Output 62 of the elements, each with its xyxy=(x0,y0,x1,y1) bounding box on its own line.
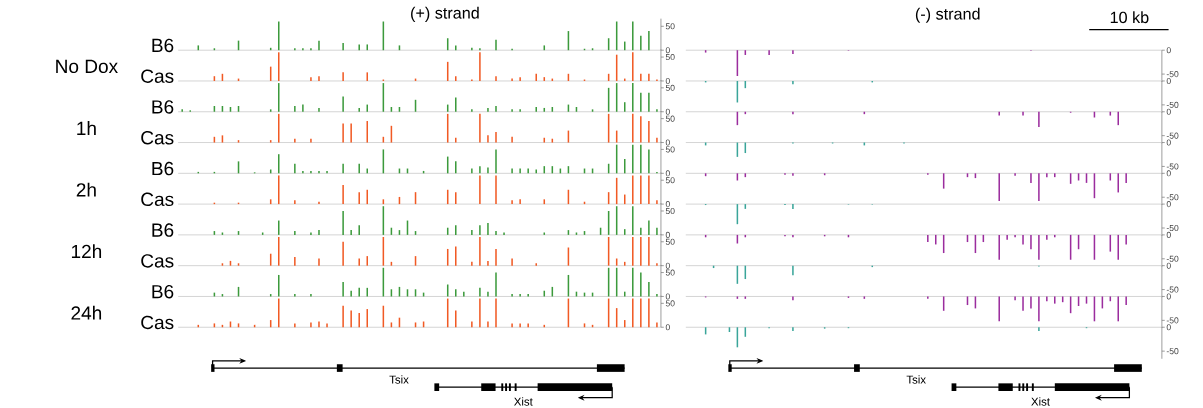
text: 1h xyxy=(77,121,96,135)
y-tick-label: -50 xyxy=(1166,286,1179,293)
y-tick-label: 50 xyxy=(665,146,675,153)
y-axis-title: Cas xyxy=(141,315,174,330)
y-tick-label: 50 xyxy=(665,84,675,91)
y-axis-title: B6 xyxy=(152,38,174,53)
y-axis-title: Cas xyxy=(141,69,174,83)
y-axis-title: B6 xyxy=(152,223,174,237)
y-tick-label: 0 xyxy=(1166,231,1171,238)
text: 12h xyxy=(71,244,102,258)
text: 10 kb xyxy=(1110,11,1149,24)
y-tick-label: 50 xyxy=(665,23,675,30)
text: Xist xyxy=(514,397,533,406)
y-tick-label: 50 xyxy=(665,207,675,214)
y-tick-label: -50 xyxy=(1166,348,1179,355)
y-tick-label: 0 xyxy=(1166,108,1171,115)
y-tick-label: 0 xyxy=(1166,200,1171,208)
y-tick-label: 0 xyxy=(1166,47,1171,54)
y-tick-label: 0 xyxy=(665,293,670,300)
y-axis-title: Cas xyxy=(141,254,174,268)
y-tick-label: 50 xyxy=(665,177,675,184)
y-tick-label: 0 xyxy=(1166,170,1171,177)
y-axis-title: B6 xyxy=(152,161,174,176)
y-axis-title: Cas xyxy=(141,130,174,145)
chart-title: (+) strand xyxy=(411,6,479,22)
y-tick-label: 50 xyxy=(665,115,675,122)
y-tick-label: 0 xyxy=(1166,262,1171,269)
text: Xist xyxy=(1031,397,1050,406)
y-tick-label: 0 xyxy=(1166,293,1171,300)
text: 24h xyxy=(71,305,102,320)
y-tick-label: -50 xyxy=(1166,70,1179,78)
y-tick-label: 0 xyxy=(665,47,670,54)
y-tick-label: -50 xyxy=(1166,224,1179,231)
text: Tsix xyxy=(906,375,926,384)
y-tick-label: 0 xyxy=(665,170,670,177)
y-tick-label: 0 xyxy=(665,200,670,208)
y-tick-label: 0 xyxy=(665,262,670,269)
y-tick-label: 0 xyxy=(665,231,670,238)
y-tick-label: -50 xyxy=(1166,163,1179,170)
y-axis-title: B6 xyxy=(152,284,174,299)
y-tick-label: 0 xyxy=(665,324,670,331)
y-tick-label: 50 xyxy=(665,269,675,276)
y-tick-label: 0 xyxy=(1166,77,1171,84)
y-tick-label: -50 xyxy=(1166,317,1179,324)
text: Tsix xyxy=(389,375,409,384)
y-tick-label: 0 xyxy=(1166,324,1171,331)
y-tick-label: 50 xyxy=(665,53,675,61)
y-tick-label: 0 xyxy=(665,139,670,146)
y-tick-label: -50 xyxy=(1166,101,1179,108)
y-tick-label: 50 xyxy=(665,238,675,245)
y-axis-title: Cas xyxy=(141,192,174,206)
y-tick-label: 0 xyxy=(665,108,670,115)
text: No Dox xyxy=(56,59,118,73)
y-tick-label: -50 xyxy=(1166,255,1179,262)
text: 2h xyxy=(76,182,96,197)
chart-title: (-) strand xyxy=(915,7,980,23)
y-axis-title: B6 xyxy=(152,100,174,114)
y-tick-label: -50 xyxy=(1166,132,1179,139)
y-tick-label: 0 xyxy=(1166,139,1171,146)
y-tick-label: -50 xyxy=(1166,194,1179,201)
y-tick-label: 50 xyxy=(665,300,675,307)
y-tick-label: 0 xyxy=(665,77,670,84)
